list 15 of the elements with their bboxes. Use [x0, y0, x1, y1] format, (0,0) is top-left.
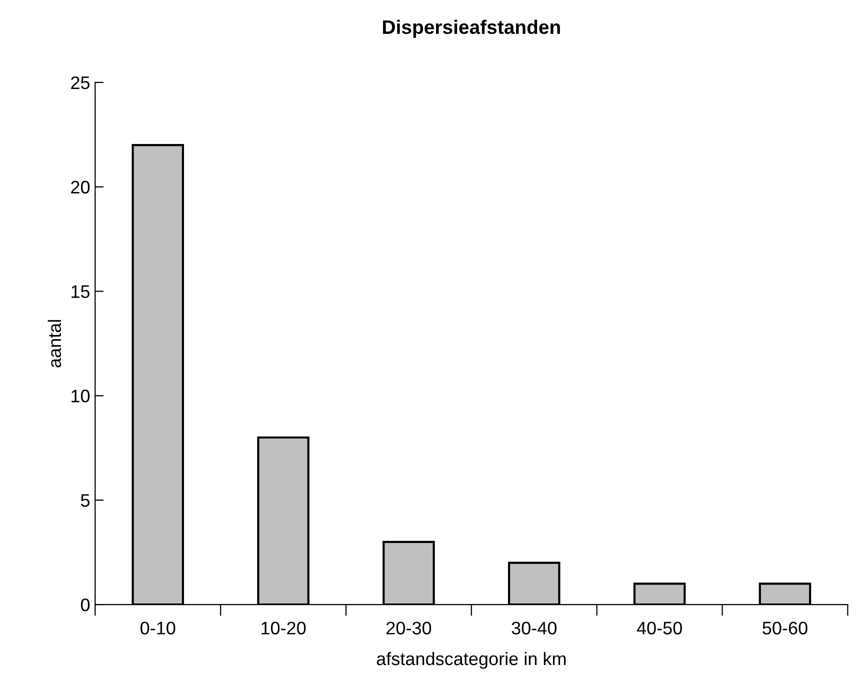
x-tick-label: 10-20 — [262, 622, 306, 634]
y-tick-label: 25 — [71, 76, 90, 90]
x-tick-label: 20-30 — [386, 622, 432, 634]
y-tick-label: 5 — [80, 494, 90, 507]
y-tick-label: 15 — [72, 285, 90, 298]
chart-title: Dispersieafstanden — [383, 20, 560, 38]
y-tick-label: 10 — [72, 390, 90, 402]
y-tick-label: 0 — [80, 598, 90, 612]
x-tick-label: 30-40 — [512, 622, 557, 634]
x-tick-label: 40-50 — [636, 622, 682, 634]
x-axis-title: afstandscategorie in km — [376, 652, 566, 669]
y-axis-title: aantal — [48, 320, 62, 368]
y-tick-label: 20 — [71, 180, 90, 194]
x-tick-label: 0-10 — [140, 622, 176, 634]
x-tick-label: 50-60 — [762, 622, 808, 634]
